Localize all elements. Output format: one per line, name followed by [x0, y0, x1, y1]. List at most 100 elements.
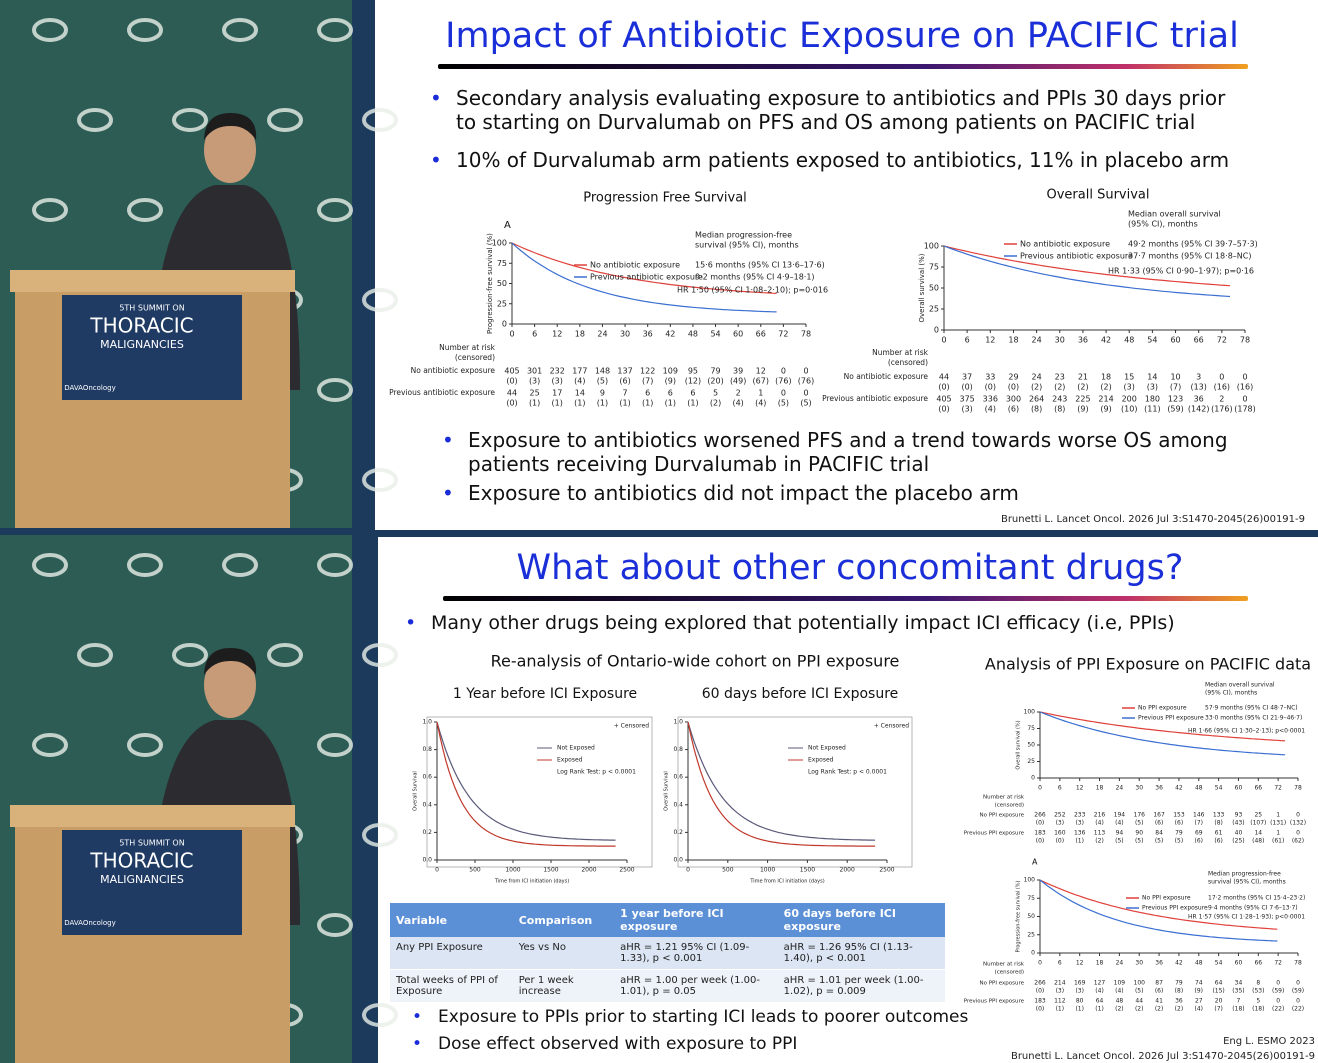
km-curve: [1039, 879, 1278, 930]
risk-count: 266: [1034, 980, 1046, 987]
test-label: Log Rank Test: p < 0.0001: [808, 769, 887, 776]
podium-text: DAVAOncology: [64, 384, 116, 392]
wall-logo: [222, 18, 258, 42]
x-tick-label: 6: [965, 336, 970, 345]
x-tick-label: 24: [1116, 960, 1124, 967]
y-tick-label: 0.0: [673, 857, 683, 864]
risk-count: 0: [1276, 998, 1280, 1005]
legend-label: Not Exposed: [808, 745, 846, 752]
legend-header: Median progression-free: [695, 231, 792, 240]
podium-sign: [62, 295, 242, 400]
y-tick-label: 25: [1027, 758, 1035, 765]
risk-censored: (15): [1212, 988, 1224, 995]
risk-label: Previous antibiotic exposure: [389, 388, 495, 397]
risk-censored: (0): [938, 405, 949, 414]
y-tick-label: 75: [1027, 895, 1035, 902]
risk-censored: (4): [1095, 820, 1104, 827]
wall-logo: [362, 288, 398, 312]
legend-label: No PPI exposure: [1138, 705, 1187, 712]
risk-censored: (142): [1188, 405, 1210, 414]
risk-censored: (3): [961, 405, 972, 414]
risk-count: 0: [781, 367, 786, 376]
risk-censored: (178): [1234, 405, 1256, 414]
risk-count: 23: [1055, 373, 1065, 382]
x-tick-label: 54: [1215, 785, 1223, 792]
risk-count: 148: [595, 367, 610, 376]
x-tick-label: 24: [1116, 785, 1124, 792]
x-tick-label: 78: [1294, 960, 1302, 967]
risk-count: 2: [1219, 395, 1224, 404]
risk-count: 7: [623, 389, 628, 398]
x-tick-label: 0: [686, 867, 690, 874]
x-tick-label: 36: [1155, 960, 1163, 967]
legend-header: (95% CI), months: [1205, 690, 1257, 697]
risk-censored: (5): [1155, 838, 1164, 845]
risk-label: No PPI exposure: [979, 981, 1024, 987]
risk-count: 109: [1114, 980, 1126, 987]
risk-censored: (59): [1272, 988, 1284, 995]
risk-count: 44: [507, 389, 517, 398]
risk-censored: (5): [778, 399, 789, 408]
podium-text: 5TH SUMMIT ON: [119, 304, 184, 313]
speaker-head: [204, 652, 256, 718]
risk-header: Number at risk: [983, 962, 1025, 968]
risk-censored: (7): [1170, 383, 1181, 392]
risk-count: 41: [1155, 998, 1163, 1005]
legend-label: Previous antibiotic exposure: [590, 273, 703, 282]
risk-censored: (3): [1075, 820, 1084, 827]
risk-censored: (0): [506, 377, 517, 386]
x-axis-label: Time from ICI initiation (days): [494, 879, 569, 885]
risk-count: 2: [736, 389, 741, 398]
x-tick-label: 0: [941, 336, 946, 345]
x-tick-label: 12: [1076, 960, 1084, 967]
risk-count: 87: [1155, 980, 1163, 987]
risk-count: 24: [1032, 373, 1042, 382]
risk-count: 69: [1195, 830, 1203, 837]
risk-count: 176: [1134, 812, 1146, 819]
risk-count: 243: [1052, 395, 1067, 404]
risk-censored: (1): [552, 399, 563, 408]
risk-count: 61: [1215, 830, 1223, 837]
x-tick-label: 48: [1195, 785, 1203, 792]
risk-count: 27: [1195, 998, 1203, 1005]
podium-text: 5TH SUMMIT ON: [119, 839, 184, 848]
x-tick-label: 42: [1101, 336, 1111, 345]
risk-censored: (59): [1167, 405, 1183, 414]
risk-count: 405: [936, 395, 951, 404]
y-tick-label: 0.2: [422, 829, 432, 836]
citation: Brunetti L. Lancet Oncol. 2026 Jul 3:S14…: [1011, 1051, 1315, 1062]
risk-header: (censored): [888, 358, 928, 367]
risk-censored: (2): [1077, 383, 1088, 392]
table-header: 1 year before ICI exposure: [614, 903, 778, 937]
risk-label: No antibiotic exposure: [844, 372, 929, 381]
risk-censored: (3): [1147, 383, 1158, 392]
wall-logo: [32, 198, 68, 222]
risk-censored: (12): [685, 377, 701, 386]
hazard-ratio: HR 1·50 (95% CI 1·08–2·10); p=0·016: [677, 286, 828, 295]
wall-logo: [317, 733, 353, 757]
x-tick-label: 0: [509, 330, 514, 339]
x-tick-label: 42: [665, 330, 675, 339]
podium-text: MALIGNANCIES: [100, 338, 184, 351]
risk-count: 79: [710, 367, 720, 376]
risk-header: Number at risk: [983, 795, 1025, 801]
risk-count: 33: [985, 373, 995, 382]
y-tick-label: 75: [1027, 725, 1035, 732]
hazard-ratio: HR 1·66 (95% CI 1·30–2·13); p<0·0001: [1188, 728, 1305, 735]
risk-count: 48: [1116, 998, 1124, 1005]
wall-logo: [317, 913, 353, 937]
legend-header: survival (95% CI), months: [695, 241, 799, 250]
risk-count: 36: [1175, 998, 1183, 1005]
risk-count: 15: [1124, 373, 1134, 382]
risk-count: 0: [1296, 830, 1300, 837]
risk-count: 21: [1078, 373, 1088, 382]
risk-count: 79: [1175, 830, 1183, 837]
y-tick-label: 0: [502, 320, 507, 329]
risk-count: 25: [530, 389, 540, 398]
y-tick-label: 25: [1027, 931, 1035, 938]
legend-label: Not Exposed: [557, 745, 595, 752]
risk-count: 74: [1195, 980, 1203, 987]
risk-count: 29: [1008, 373, 1018, 382]
risk-censored: (7): [1214, 1006, 1223, 1013]
legend-label: No antibiotic exposure: [590, 261, 680, 270]
